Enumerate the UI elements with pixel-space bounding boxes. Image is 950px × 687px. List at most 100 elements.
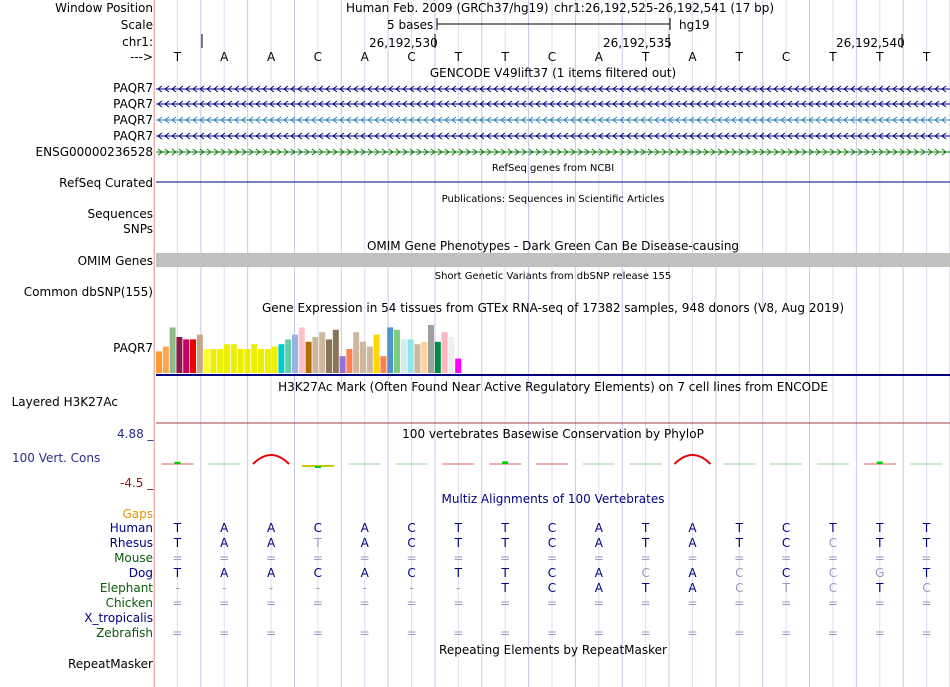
coord-2: 26,192,535 — [603, 36, 672, 50]
strand-chevron — [612, 148, 618, 156]
strand-chevron — [374, 85, 380, 93]
strand-chevron — [318, 85, 324, 93]
strand-chevron — [458, 116, 464, 124]
repeatmasker-title[interactable]: Repeating Elements by RepeatMasker — [439, 643, 667, 657]
strand-chevron — [675, 148, 681, 156]
base-letter: C — [407, 50, 416, 64]
phylop-label[interactable]: 100 Vert. Cons — [12, 451, 101, 465]
gencode-track-1[interactable]: PAQR7 — [113, 81, 153, 95]
strand-chevron — [696, 148, 702, 156]
strand-chevron — [920, 100, 926, 108]
strand-chevron — [276, 100, 282, 108]
assembly-text[interactable]: Human Feb. 2009 (GRCh37/hg19) — [346, 1, 549, 15]
gencode-track-2[interactable]: PAQR7 — [113, 97, 153, 111]
strand-chevron — [808, 148, 814, 156]
strand-chevron — [619, 148, 625, 156]
alignment-base: T — [641, 521, 650, 535]
strand-chevron — [899, 85, 905, 93]
sequences-label[interactable]: Sequences — [87, 207, 153, 221]
strand-chevron — [276, 116, 282, 124]
repeatmasker-label[interactable]: RepeatMasker — [67, 657, 153, 671]
refseq-title[interactable]: RefSeq genes from NCBI — [491, 163, 615, 174]
position-text[interactable]: chr1:26,192,525-26,192,541 (17 bp) — [554, 1, 775, 15]
strand-chevron — [780, 132, 786, 140]
alignment-base: T — [173, 566, 182, 580]
dbsnp-label[interactable]: Common dbSNP(155) — [23, 285, 153, 299]
strand-chevron — [682, 100, 688, 108]
species-label-elephant[interactable]: Elephant — [99, 581, 153, 595]
strand-chevron — [164, 100, 170, 108]
window-position-label: Window Position — [55, 1, 153, 15]
gencode-title[interactable]: GENCODE V49lift37 (1 items filtered out) — [429, 66, 677, 80]
phylop-title[interactable]: 100 vertebrates Basewise Conservation by… — [402, 427, 704, 441]
strand-chevron — [570, 148, 576, 156]
multiz-title[interactable]: Multiz Alignments of 100 Vertebrates — [441, 492, 665, 506]
strand-chevron — [724, 85, 730, 93]
gencode-track-3[interactable]: PAQR7 — [113, 113, 153, 127]
strand-chevron — [339, 132, 345, 140]
gencode-track-4[interactable]: PAQR7 — [113, 129, 153, 143]
alignment-base: C — [828, 566, 838, 580]
alignment-base: = — [827, 626, 838, 640]
strand-chevron — [801, 100, 807, 108]
phylop-positive-mark — [876, 461, 883, 464]
strand-chevron — [304, 100, 310, 108]
scale-db-text: hg19 — [679, 18, 710, 32]
gtex-label[interactable]: PAQR7 — [113, 341, 153, 355]
alignment-base: T — [501, 566, 509, 580]
strand-chevron — [675, 85, 681, 93]
alignment-base: T — [314, 536, 322, 550]
strand-chevron — [423, 85, 429, 93]
strand-chevron — [906, 132, 912, 140]
dbsnp-title[interactable]: Short Genetic Variants from dbSNP releas… — [434, 271, 672, 282]
strand-chevron — [773, 148, 779, 156]
strand-chevron — [416, 132, 422, 140]
h3k27ac-label[interactable]: Layered H3K27Ac — [11, 395, 118, 409]
refseq-label[interactable]: RefSeq Curated — [59, 176, 153, 190]
strand-chevron — [164, 85, 170, 93]
strand-chevron — [829, 116, 835, 124]
strand-chevron — [290, 148, 296, 156]
snps-label[interactable]: SNPs — [123, 222, 153, 236]
strand-chevron — [570, 100, 576, 108]
species-label-dog[interactable]: Dog — [128, 566, 153, 580]
alignment-base: A — [220, 536, 229, 550]
publications-title[interactable]: Publications: Sequences in Scientific Ar… — [441, 194, 665, 205]
strand-chevron — [710, 85, 716, 93]
strand-chevron — [227, 116, 233, 124]
strand-chevron — [290, 100, 296, 108]
species-label-x_tropicalis[interactable]: X_tropicalis — [84, 611, 153, 625]
strand-chevron — [213, 100, 219, 108]
strand-chevron — [626, 132, 632, 140]
strand-chevron — [801, 85, 807, 93]
species-label-chicken[interactable]: Chicken — [105, 596, 153, 610]
omim-title[interactable]: OMIM Gene Phenotypes - Dark Green Can Be… — [366, 239, 740, 253]
strand-chevron — [822, 148, 828, 156]
species-label-zebrafish[interactable]: Zebrafish — [96, 626, 153, 640]
strand-chevron — [843, 148, 849, 156]
omim-label[interactable]: OMIM Genes — [77, 254, 153, 268]
base-letter: A — [220, 50, 229, 64]
gtex-title[interactable]: Gene Expression in 54 tissues from GTEx … — [261, 301, 845, 315]
h3k27ac-title[interactable]: H3K27Ac Mark (Often Found Near Active Re… — [278, 380, 828, 394]
strand-chevron — [591, 132, 597, 140]
species-label-rhesus[interactable]: Rhesus — [109, 536, 153, 550]
strand-chevron — [913, 100, 919, 108]
strand-chevron — [395, 85, 401, 93]
gtex-tissue-bar — [319, 332, 326, 373]
alignment-base: A — [360, 566, 369, 580]
gtex-tissue-bar — [373, 334, 380, 373]
species-label-mouse[interactable]: Mouse — [114, 551, 153, 565]
strand-chevron — [199, 132, 205, 140]
base-letter: A — [266, 50, 276, 64]
alignment-base: = — [734, 626, 745, 640]
strand-chevron — [374, 116, 380, 124]
strand-chevron — [479, 148, 485, 156]
strand-chevron — [556, 100, 562, 108]
alignment-base: - — [268, 581, 274, 595]
strand-chevron — [500, 85, 506, 93]
strand-chevron — [297, 100, 303, 108]
strand-chevron — [493, 148, 499, 156]
gencode-track-5[interactable]: ENSG00000236528 — [35, 145, 153, 159]
species-label-human[interactable]: Human — [109, 521, 153, 535]
